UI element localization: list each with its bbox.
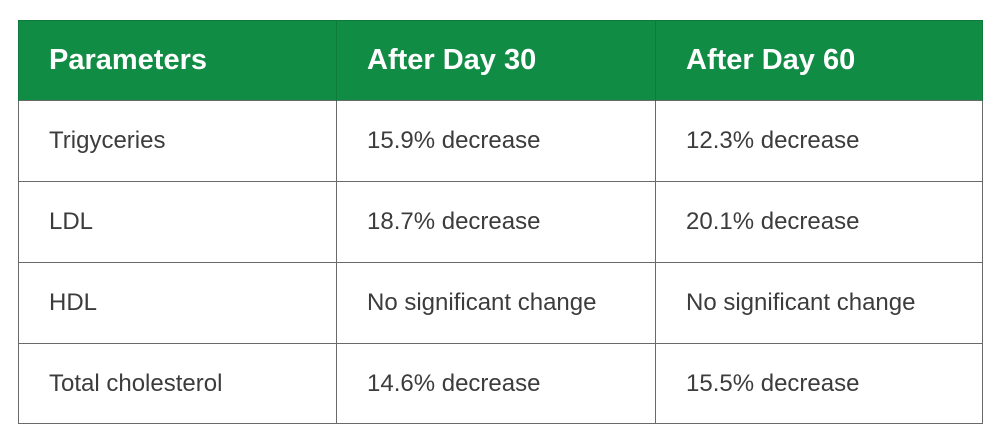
table-row: HDL No significant change No significant… bbox=[18, 262, 983, 344]
day-60-cell: 20.1% decrease bbox=[655, 181, 983, 263]
table-body: Trigyceries 15.9% decrease 12.3% decreas… bbox=[18, 100, 983, 424]
lipid-results-table: Parameters After Day 30 After Day 60 Tri… bbox=[18, 20, 983, 424]
parameter-cell: LDL bbox=[18, 181, 337, 263]
day-30-cell: 18.7% decrease bbox=[336, 181, 656, 263]
parameter-cell: Total cholesterol bbox=[18, 343, 337, 424]
table-row: Total cholesterol 14.6% decrease 15.5% d… bbox=[18, 343, 983, 424]
parameter-cell: Trigyceries bbox=[18, 100, 337, 182]
day-30-cell: 15.9% decrease bbox=[336, 100, 656, 182]
header-after-day-30: After Day 30 bbox=[336, 20, 656, 101]
lipid-results-table-container: Parameters After Day 30 After Day 60 Tri… bbox=[18, 20, 983, 424]
day-60-cell: 15.5% decrease bbox=[655, 343, 983, 424]
header-parameters: Parameters bbox=[18, 20, 337, 101]
header-row: Parameters After Day 30 After Day 60 bbox=[18, 20, 983, 101]
header-after-day-60: After Day 60 bbox=[655, 20, 983, 101]
day-30-cell: 14.6% decrease bbox=[336, 343, 656, 424]
table-header: Parameters After Day 30 After Day 60 bbox=[18, 20, 983, 101]
table-row: Trigyceries 15.9% decrease 12.3% decreas… bbox=[18, 100, 983, 182]
day-60-cell: No significant change bbox=[655, 262, 983, 344]
table-row: LDL 18.7% decrease 20.1% decrease bbox=[18, 181, 983, 263]
parameter-cell: HDL bbox=[18, 262, 337, 344]
day-60-cell: 12.3% decrease bbox=[655, 100, 983, 182]
day-30-cell: No significant change bbox=[336, 262, 656, 344]
